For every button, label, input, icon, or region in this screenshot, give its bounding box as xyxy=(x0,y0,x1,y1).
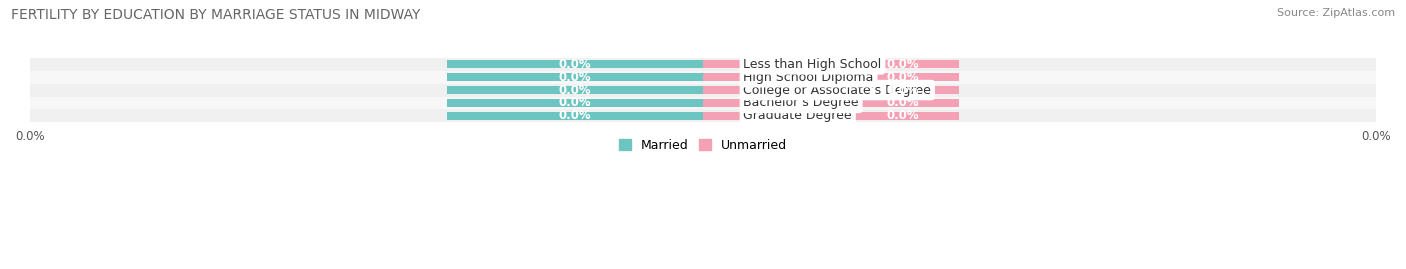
Bar xyxy=(703,86,959,94)
Text: 0.0%: 0.0% xyxy=(558,84,592,97)
Text: 0.0%: 0.0% xyxy=(558,58,592,71)
Bar xyxy=(30,58,1376,71)
Bar xyxy=(703,60,959,68)
Legend: Married, Unmarried: Married, Unmarried xyxy=(613,134,793,157)
Bar xyxy=(703,73,959,81)
Text: 0.0%: 0.0% xyxy=(558,71,592,84)
Text: Bachelor’s Degree: Bachelor’s Degree xyxy=(744,97,859,109)
Bar xyxy=(30,84,1376,97)
Text: 0.0%: 0.0% xyxy=(886,71,920,84)
Bar xyxy=(447,112,959,120)
Text: 0.0%: 0.0% xyxy=(558,97,592,109)
Bar xyxy=(703,99,959,107)
Text: 0.0%: 0.0% xyxy=(886,109,920,122)
Bar xyxy=(447,73,959,81)
Bar xyxy=(447,73,703,81)
Text: Source: ZipAtlas.com: Source: ZipAtlas.com xyxy=(1277,8,1395,18)
Bar xyxy=(703,112,959,120)
Bar xyxy=(447,60,703,68)
Text: 0.0%: 0.0% xyxy=(886,97,920,109)
Bar xyxy=(447,86,959,94)
Text: 0.0%: 0.0% xyxy=(558,109,592,122)
Bar xyxy=(30,109,1376,122)
Text: High School Diploma: High School Diploma xyxy=(744,71,873,84)
Text: College or Associate’s Degree: College or Associate’s Degree xyxy=(744,84,931,97)
Text: Less than High School: Less than High School xyxy=(744,58,882,71)
Bar xyxy=(447,60,959,68)
Bar xyxy=(30,71,1376,84)
Bar xyxy=(447,86,703,94)
Text: FERTILITY BY EDUCATION BY MARRIAGE STATUS IN MIDWAY: FERTILITY BY EDUCATION BY MARRIAGE STATU… xyxy=(11,8,420,22)
Text: 0.0%: 0.0% xyxy=(886,84,920,97)
Text: 0.0%: 0.0% xyxy=(886,58,920,71)
Bar xyxy=(30,97,1376,109)
Bar xyxy=(447,112,703,120)
Bar xyxy=(447,99,959,107)
Bar xyxy=(447,99,703,107)
Text: Graduate Degree: Graduate Degree xyxy=(744,109,852,122)
